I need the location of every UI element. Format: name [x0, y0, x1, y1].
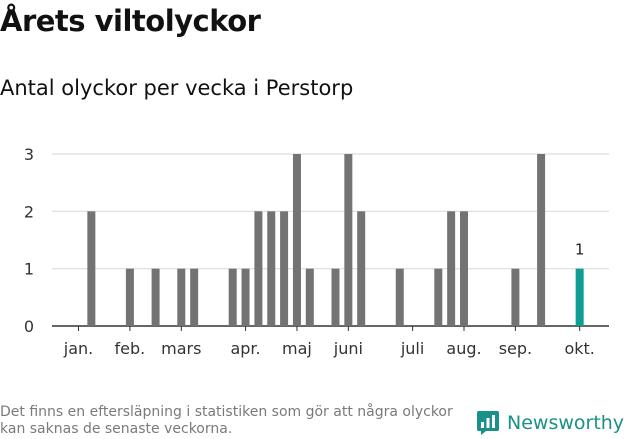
- bar: [292, 154, 301, 326]
- chart-subtitle: Antal olyckor per vecka i Perstorp: [0, 76, 354, 100]
- chart-title: Årets viltolyckor: [0, 4, 261, 38]
- x-tick-label: sep.: [499, 339, 532, 358]
- x-tick-label: maj: [282, 339, 312, 358]
- footnote: Det finns en eftersläpning i statistiken…: [0, 404, 453, 437]
- x-tick-label: aug.: [446, 339, 481, 358]
- brand-logo: Newsworthy: [476, 408, 624, 438]
- brand-name: Newsworthy: [507, 412, 625, 434]
- x-tick-label: feb.: [115, 339, 146, 358]
- bar: [267, 211, 276, 326]
- x-tick-label: juli: [400, 339, 424, 358]
- bar: [447, 211, 456, 326]
- grid-lines: [52, 153, 609, 327]
- x-tick-label: apr.: [230, 339, 260, 358]
- bar: [177, 268, 186, 326]
- highlight-value-label: 1: [575, 241, 585, 259]
- bar: [254, 211, 263, 326]
- y-tick-label: 0: [24, 317, 34, 336]
- bar: [151, 268, 160, 326]
- bar: [87, 211, 96, 326]
- bar: [190, 268, 199, 326]
- bar: [537, 154, 546, 326]
- x-tick-label: okt.: [564, 339, 594, 358]
- bar: [460, 211, 468, 326]
- y-tick-label: 1: [24, 260, 34, 279]
- y-tick-label: 3: [24, 145, 34, 164]
- y-axis-ticks: 0 1 2 3: [24, 145, 34, 336]
- x-tick-label: juni: [333, 339, 363, 358]
- y-tick-label: 2: [24, 202, 34, 221]
- bar-chart: 0 1 2 3 jan. feb. mars apr. maj juni juli aug. sep.…: [24, 145, 609, 358]
- bars: [87, 154, 584, 326]
- x-tick-label: jan.: [63, 339, 93, 358]
- bar: [125, 268, 134, 326]
- bar: [357, 211, 366, 326]
- bar: [511, 268, 520, 326]
- bar: [241, 268, 250, 326]
- bar: [434, 268, 443, 326]
- data-labels: 1: [575, 241, 585, 259]
- bar: [344, 154, 353, 326]
- bar-highlight: [575, 268, 584, 326]
- x-tick-label: mars: [161, 339, 201, 358]
- bar: [280, 211, 289, 326]
- bar: [305, 268, 314, 326]
- bar: [395, 268, 404, 326]
- newsworthy-logo-icon: [477, 411, 499, 435]
- bar: [331, 268, 340, 326]
- x-axis-ticks: jan. feb. mars apr. maj juni juli aug. sep. okt.: [63, 326, 595, 358]
- bar: [228, 268, 237, 326]
